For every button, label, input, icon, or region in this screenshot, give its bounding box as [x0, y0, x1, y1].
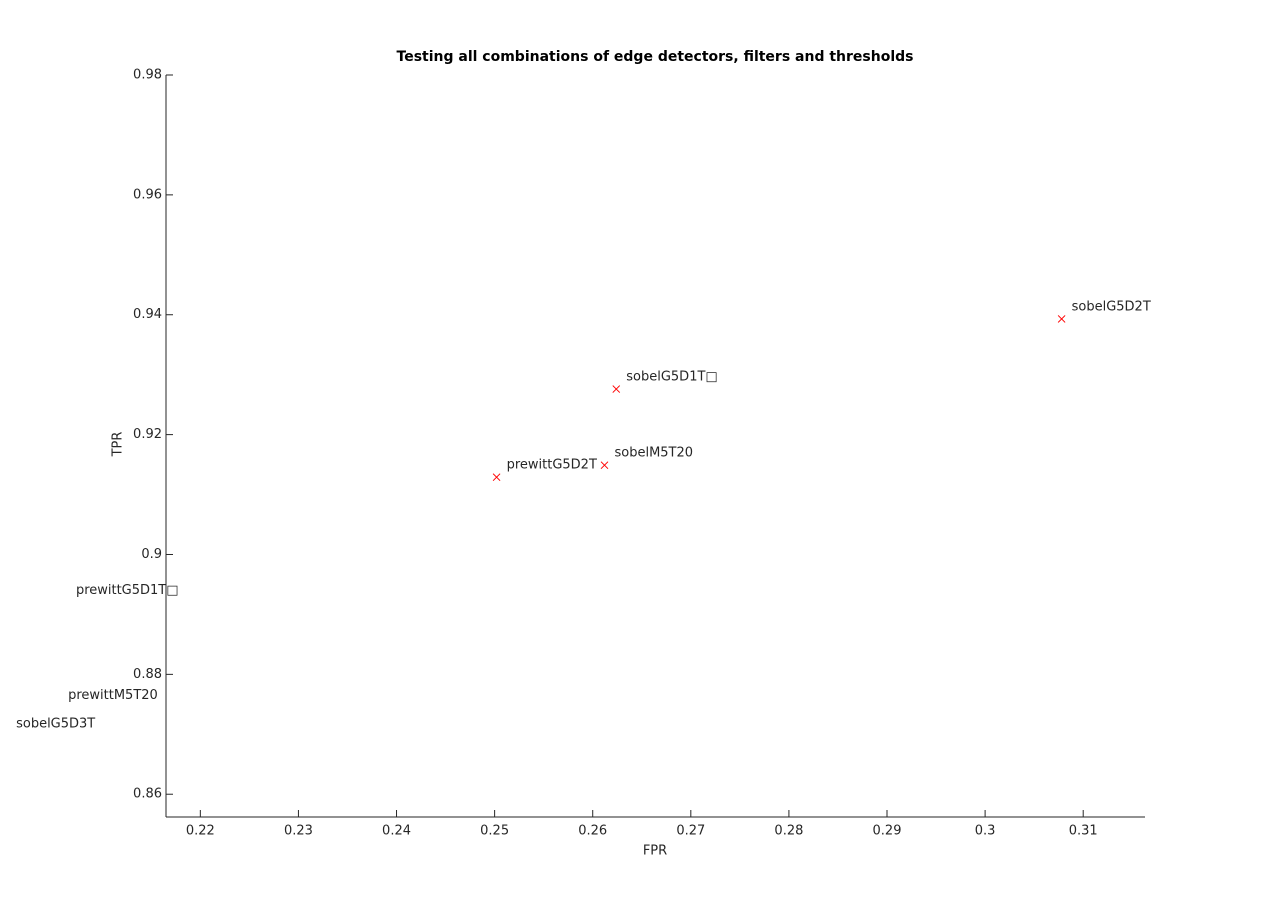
point-label: sobelG5D1T□: [626, 370, 717, 385]
marker: [600, 461, 609, 470]
point-label: prewittM5T20: [68, 688, 158, 703]
y-tick-label: 0.96: [133, 187, 162, 202]
x-tick-label: 0.27: [676, 824, 705, 839]
x-tick-label: 0.26: [578, 824, 607, 839]
marker: [55, 704, 62, 711]
marker: [612, 385, 621, 393]
x-tick-label: 0.3: [975, 824, 996, 839]
marker: [1057, 315, 1066, 323]
y-axis-label: TPR: [111, 432, 126, 458]
point-label: sobelM5T20: [614, 446, 693, 461]
y-tick-label: 0.88: [133, 667, 162, 682]
x-tick-label: 0.22: [186, 824, 215, 839]
x-axis-label: FPR: [643, 844, 667, 859]
marker: [62, 599, 69, 606]
chart-title: Testing all combinations of edge detecto…: [397, 49, 914, 65]
y-tick-label: 0.86: [133, 787, 162, 802]
x-tick-label: 0.24: [382, 824, 411, 839]
point-label: prewittG5D1T□: [76, 583, 179, 598]
x-tick-label: 0.31: [1069, 824, 1098, 839]
x-tick-label: 0.29: [873, 824, 902, 839]
point-label: sobelG5D2T: [1072, 299, 1151, 314]
y-tick-label: 0.92: [133, 427, 162, 442]
x-tick-label: 0.23: [284, 824, 313, 839]
point-label: sobelG5D3T: [16, 717, 95, 732]
point-label: prewittG5D2T: [507, 458, 597, 473]
y-tick-label: 0.94: [133, 307, 162, 322]
plot-area: [3, 315, 1066, 740]
marker: [492, 473, 501, 482]
y-tick-label: 0.9: [141, 547, 162, 562]
x-tick-label: 0.28: [774, 824, 803, 839]
marker: [3, 733, 10, 740]
x-tick-label: 0.25: [480, 824, 509, 839]
y-tick-label: 0.98: [133, 68, 162, 83]
